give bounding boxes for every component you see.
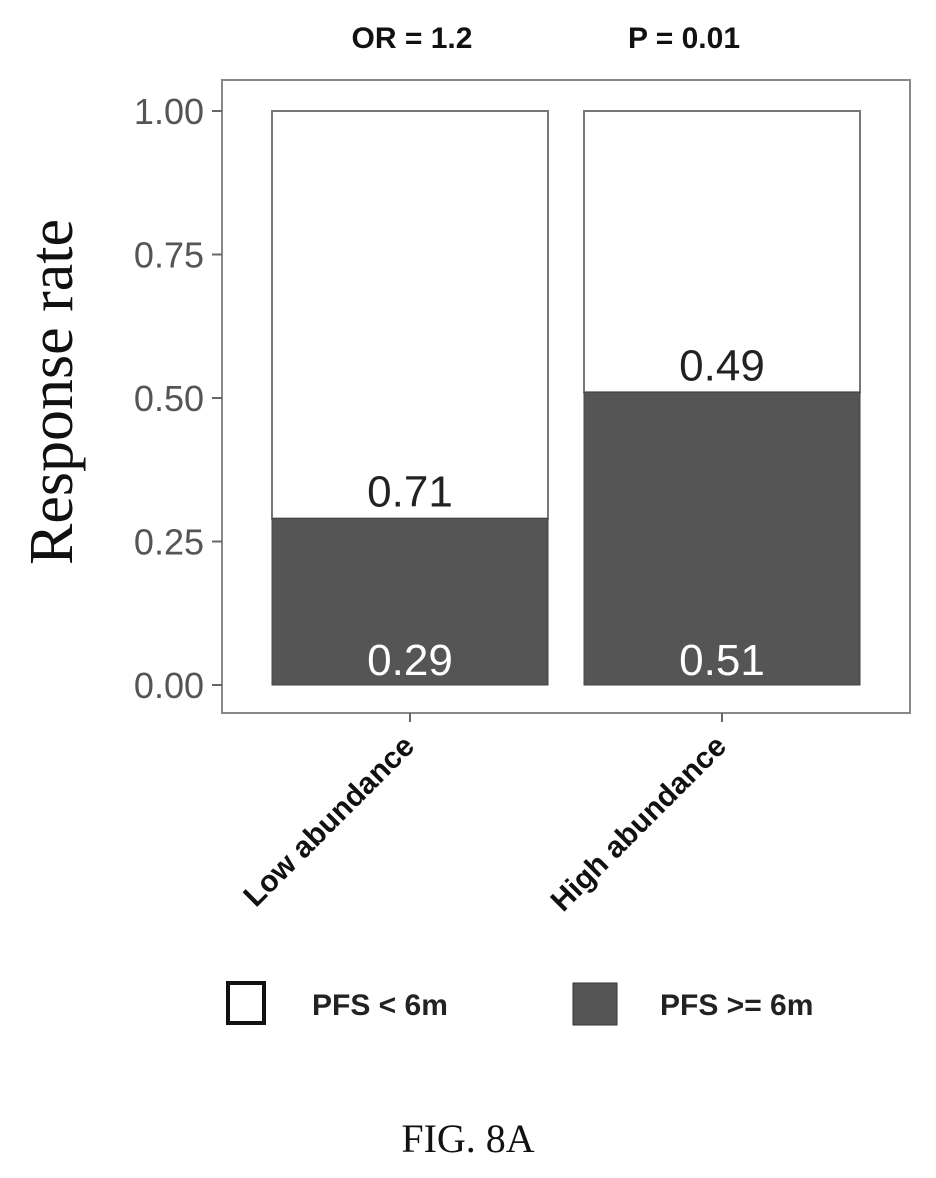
legend-swatch-pfs-lt-6m xyxy=(226,981,266,1025)
bar-segment-pfs-ge-6m xyxy=(271,518,549,686)
y-axis-title: Response rate xyxy=(18,219,86,565)
figure-caption: FIG. 8A xyxy=(401,1116,535,1161)
y-tick-label: 0.00 xyxy=(134,665,204,706)
bar-label-pfs-lt-6m: 0.71 xyxy=(367,468,453,517)
bar-label-pfs-ge-6m: 0.29 xyxy=(367,636,453,685)
odds-ratio-annotation: OR = 1.2 xyxy=(352,22,473,55)
legend: PFS < 6m PFS >= 6m xyxy=(226,981,813,1026)
legend-swatch-pfs-ge-6m xyxy=(572,982,618,1026)
y-axis: 0.00 0.25 0.50 0.75 1.00 xyxy=(134,91,222,706)
x-axis: Low abundance High abundance xyxy=(237,713,733,918)
y-tick-label: 0.75 xyxy=(134,235,204,276)
bar-segment-pfs-lt-6m xyxy=(271,110,549,520)
stacked-bar-chart: OR = 1.2 P = 0.01 Response rate 0.00 0.25… xyxy=(18,22,911,1026)
x-category-label: Low abundance xyxy=(237,730,421,914)
y-tick-label: 0.50 xyxy=(134,378,204,419)
bars-group xyxy=(271,110,861,686)
bar-label-pfs-ge-6m: 0.51 xyxy=(679,636,765,685)
x-category-label: High abundance xyxy=(545,730,733,918)
y-tick-label: 0.25 xyxy=(134,522,204,563)
plot-panel xyxy=(221,79,911,714)
legend-label-pfs-ge-6m: PFS >= 6m xyxy=(660,989,813,1022)
legend-label-pfs-lt-6m: PFS < 6m xyxy=(312,989,448,1022)
p-value-annotation: P = 0.01 xyxy=(628,22,740,55)
bar-segment-pfs-ge-6m xyxy=(583,391,861,686)
bar-segment-pfs-lt-6m xyxy=(583,110,861,394)
bar-label-pfs-lt-6m: 0.49 xyxy=(679,341,765,390)
bar-value-labels: 0.29 0.71 0.51 0.49 xyxy=(367,341,765,685)
y-tick-label: 1.00 xyxy=(134,91,204,132)
